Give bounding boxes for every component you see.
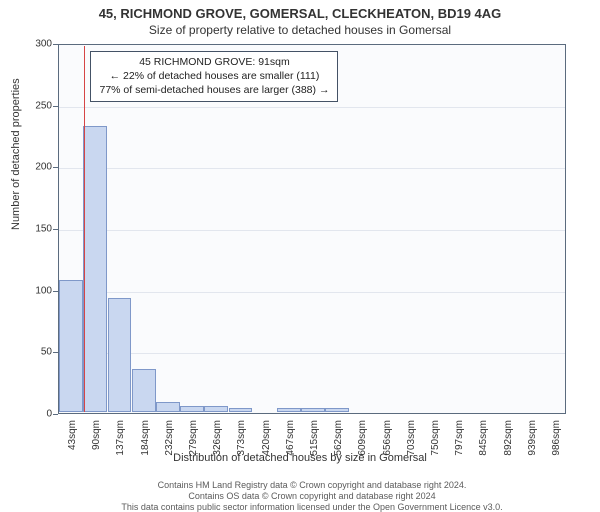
x-tick-label: 467sqm <box>285 420 296 456</box>
y-gridline <box>59 168 565 169</box>
x-tick-label: 43sqm <box>67 420 78 450</box>
plot-wrap: 45 RICHMOND GROVE: 91sqm← 22% of detache… <box>58 44 566 414</box>
histogram-bar <box>229 408 253 412</box>
x-tick-label: 656sqm <box>382 420 393 456</box>
y-tick-mark <box>53 291 58 292</box>
y-tick-mark <box>53 229 58 230</box>
y-tick-label: 250 <box>22 100 52 111</box>
x-tick-label: 279sqm <box>188 420 199 456</box>
histogram-bar <box>132 369 156 412</box>
y-tick-label: 0 <box>22 409 52 420</box>
y-tick-mark <box>53 44 58 45</box>
x-tick-label: 703sqm <box>406 420 417 456</box>
x-tick-label: 562sqm <box>333 420 344 456</box>
plot-area: 45 RICHMOND GROVE: 91sqm← 22% of detache… <box>58 44 566 414</box>
histogram-bar <box>59 280 83 412</box>
y-tick-label: 150 <box>22 224 52 235</box>
y-tick-label: 100 <box>22 285 52 296</box>
annotation-line2: ← 22% of detached houses are smaller (11… <box>99 69 329 83</box>
chart-container: 45, RICHMOND GROVE, GOMERSAL, CLECKHEATO… <box>0 0 600 500</box>
y-tick-label: 200 <box>22 162 52 173</box>
histogram-bar <box>277 408 301 412</box>
y-tick-mark <box>53 106 58 107</box>
x-tick-label: 232sqm <box>164 420 175 456</box>
histogram-bar <box>83 126 107 412</box>
x-tick-label: 184sqm <box>140 420 151 456</box>
y-tick-label: 50 <box>22 347 52 358</box>
x-tick-label: 797sqm <box>454 420 465 456</box>
y-tick-mark <box>53 167 58 168</box>
histogram-bar <box>301 408 325 412</box>
x-tick-label: 845sqm <box>478 420 489 456</box>
histogram-bar <box>156 402 180 412</box>
y-gridline <box>59 292 565 293</box>
y-gridline <box>59 353 565 354</box>
x-tick-label: 609sqm <box>357 420 368 456</box>
chart-title-address: 45, RICHMOND GROVE, GOMERSAL, CLECKHEATO… <box>0 0 600 21</box>
x-tick-label: 420sqm <box>261 420 272 456</box>
histogram-bar <box>108 298 132 412</box>
y-tick-label: 300 <box>22 39 52 50</box>
annotation-box: 45 RICHMOND GROVE: 91sqm← 22% of detache… <box>90 51 338 102</box>
property-marker-line <box>84 46 85 412</box>
footer-line1: Contains HM Land Registry data © Crown c… <box>158 480 467 490</box>
y-tick-mark <box>53 352 58 353</box>
x-tick-label: 90sqm <box>91 420 102 450</box>
annotation-line1: 45 RICHMOND GROVE: 91sqm <box>99 55 329 69</box>
histogram-bar <box>180 406 204 412</box>
x-tick-label: 939sqm <box>527 420 538 456</box>
y-tick-mark <box>53 414 58 415</box>
x-tick-label: 750sqm <box>430 420 441 456</box>
x-tick-label: 373sqm <box>236 420 247 456</box>
footer-line2: Contains OS data © Crown copyright and d… <box>188 491 435 501</box>
x-tick-label: 892sqm <box>503 420 514 456</box>
x-tick-label: 137sqm <box>115 420 126 456</box>
x-axis-label: Distribution of detached houses by size … <box>0 452 600 464</box>
y-axis-label: Number of detached properties <box>10 78 22 230</box>
footer-attribution: Contains HM Land Registry data © Crown c… <box>58 480 566 512</box>
y-gridline <box>59 107 565 108</box>
histogram-bar <box>325 408 349 412</box>
footer-line3: This data contains public sector informa… <box>121 502 502 512</box>
annotation-line3: 77% of semi-detached houses are larger (… <box>99 83 329 97</box>
y-gridline <box>59 230 565 231</box>
x-tick-label: 515sqm <box>309 420 320 456</box>
histogram-bar <box>204 406 228 412</box>
chart-subtitle: Size of property relative to detached ho… <box>0 21 600 37</box>
x-tick-label: 326sqm <box>212 420 223 456</box>
x-tick-label: 986sqm <box>551 420 562 456</box>
